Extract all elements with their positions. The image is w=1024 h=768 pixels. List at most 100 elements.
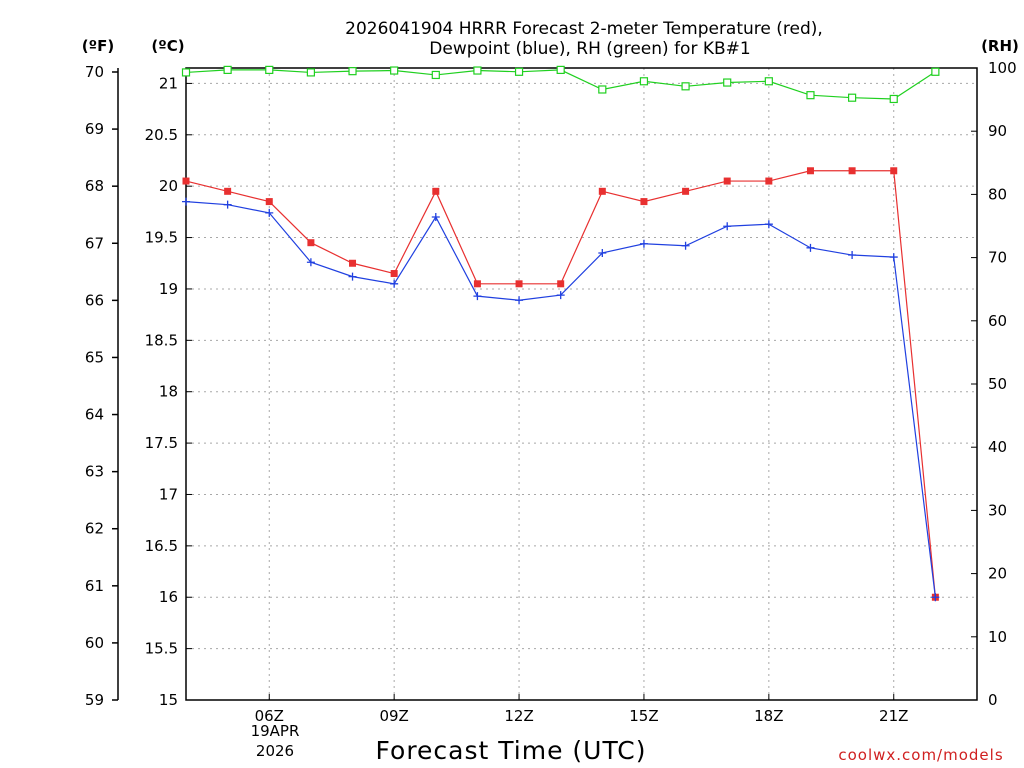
temperature-point [848,167,856,175]
series-temperature [182,167,939,601]
rh-point [598,85,607,94]
dewpoint-point [889,253,898,262]
dewpoint-point [931,593,940,602]
rh-point [723,78,732,87]
grid-lines [186,68,977,701]
dewpoint-point [182,197,190,206]
fahrenheit-tick-label: 68 [85,177,104,195]
rh-point [848,93,857,102]
dewpoint-point [723,222,732,231]
rh-point [556,65,565,74]
dewpoint-point [348,272,357,281]
celsius-tick-label: 16.5 [145,537,178,555]
dewpoint-point [681,241,690,250]
rh-point [348,67,357,76]
x-tick-label: 12Z [504,707,533,725]
rh-tick-label: 80 [988,185,1007,203]
fahrenheit-tick-label: 70 [85,63,104,81]
dewpoint-point [764,220,773,229]
rh-point [390,66,399,75]
fahrenheit-tick-label: 60 [85,634,104,652]
rh-tick-label: 40 [988,438,1007,456]
celsius-tick-label: 20 [159,177,178,195]
dewpoint-point [806,243,815,252]
celsius-unit-label: (ºC) [151,37,184,55]
date-label-line-1: 19APR [251,722,300,740]
rh-tick-label: 100 [988,59,1017,77]
temperature-point [349,259,357,267]
rh-point [473,66,482,75]
chart-title-line-1: 2026041904 HRRR Forecast 2-meter Tempera… [345,19,823,39]
celsius-tick-label: 19.5 [145,229,178,247]
rh-tick-label: 20 [988,565,1007,583]
temperature-point [224,187,232,195]
plot-frame [185,67,978,701]
fahrenheit-tick-label: 66 [85,291,104,309]
temperature-point [598,187,606,195]
dewpoint-point [556,291,565,300]
temperature-line [185,170,936,598]
x-tick-label: 21Z [879,707,908,725]
rh-tick-label: 0 [988,691,998,709]
rh-tick-label: 10 [988,628,1007,646]
celsius-tick-label: 17.5 [145,434,178,452]
x-tick-label: 06Z [255,707,284,725]
temperature-point [765,177,773,185]
temperature-point [890,167,898,175]
rh-point [265,65,274,74]
dewpoint-point [473,292,482,301]
temperature-point [432,187,440,195]
fahrenheit-unit-label: (ºF) [82,37,114,55]
credit-text: coolwx.com/models [838,746,1003,764]
temperature-point [307,239,315,247]
rh-point [931,67,940,76]
rh-tick-label: 60 [988,312,1007,330]
rh-point [514,67,524,76]
temperature-point [390,270,398,278]
celsius-tick-label: 16 [159,588,178,606]
rh-tick-label: 50 [988,375,1007,393]
celsius-tick-label: 17 [159,485,178,503]
fahrenheit-tick-label: 62 [85,520,104,538]
celsius-tick-label: 18 [159,383,178,401]
fahrenheit-tick-label: 67 [85,234,104,252]
celsius-tick-label: 18.5 [145,331,178,349]
data-series [181,65,940,602]
x-axis-label: Forecast Time (UTC) [376,736,647,765]
x-tick-label: 15Z [629,707,658,725]
fahrenheit-tick-label: 65 [85,348,104,366]
tick-labels: 1515.51616.51717.51818.51919.52020.52106… [85,59,1017,725]
dewpoint-point [390,279,399,288]
dewpoint-point [848,251,857,260]
rh-point [639,77,649,86]
dewpoint-point [515,296,524,305]
rh-point [431,70,440,80]
temperature-point [265,198,273,206]
rh-unit-label: (RH) [981,37,1019,55]
celsius-tick-label: 21 [159,74,178,92]
rh-point [306,68,315,77]
temperature-point [640,198,648,206]
fahrenheit-tick-label: 61 [85,577,104,595]
dewpoint-line [185,200,936,598]
rh-tick-label: 90 [988,122,1007,140]
fahrenheit-tick-label: 63 [85,463,104,481]
temperature-point [473,280,481,288]
rh-tick-label: 30 [988,501,1007,519]
dewpoint-point [639,239,648,248]
temperature-point [182,177,190,185]
axes [112,67,978,701]
celsius-tick-label: 15.5 [145,640,178,658]
celsius-tick-label: 15 [159,691,178,709]
rh-tick-label: 70 [988,249,1007,267]
dewpoint-point [598,248,607,257]
temperature-point [806,167,814,175]
fahrenheit-tick-label: 64 [85,406,104,424]
temperature-point [515,280,523,288]
rh-line [185,69,936,100]
celsius-tick-label: 19 [159,280,178,298]
rh-point [681,82,690,91]
rh-point [223,65,232,74]
rh-point [889,94,898,104]
